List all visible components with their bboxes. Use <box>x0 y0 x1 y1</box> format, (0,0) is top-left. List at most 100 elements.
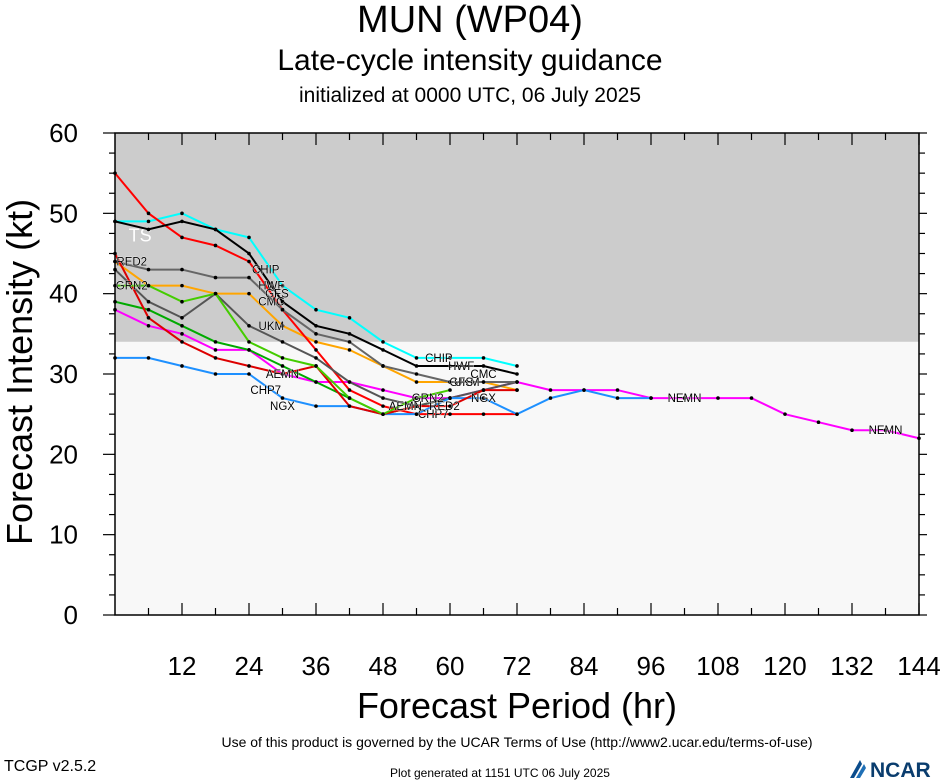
series-label-gfs: GFS <box>449 377 473 389</box>
series-label-aemn: AEMN <box>389 401 422 413</box>
data-point-ngx <box>515 412 519 416</box>
data-point-grn2 <box>180 299 184 304</box>
intensity-band-below-ts <box>115 341 919 615</box>
data-point-hwf <box>247 251 251 256</box>
data-point-chp7 <box>213 243 218 248</box>
data-point-chp7 <box>146 211 151 216</box>
data-point-ngx <box>280 396 285 400</box>
series-label-ukm: UKM <box>259 321 285 333</box>
y-tick-label: 0 <box>64 600 78 630</box>
y-tick-label: 30 <box>49 359 78 389</box>
data-point-ngx <box>548 396 553 400</box>
series-label-chp7: CHP7 <box>250 385 281 397</box>
data-point-chp7 <box>381 404 385 408</box>
data-point-nemn <box>850 428 854 433</box>
data-point-ngx <box>414 412 419 416</box>
data-point-ngx <box>180 364 184 368</box>
data-point-nemn <box>783 412 787 416</box>
data-point-chip <box>146 219 151 224</box>
series-label-hwf: HWF <box>448 361 474 373</box>
y-tick-label: 10 <box>49 520 78 550</box>
data-point-hwf <box>280 299 285 304</box>
data-point-aemn <box>314 380 318 384</box>
series-label-ngx: NGX <box>471 393 496 405</box>
data-point-aemn <box>247 348 251 352</box>
x-tick-label: 60 <box>436 651 465 681</box>
data-point-ngx <box>615 396 620 400</box>
series-label-nemn: NEMN <box>869 425 903 437</box>
series-label-grn2: GRN2 <box>412 393 444 405</box>
chart-title: MUN (WP04) <box>357 0 583 41</box>
series-label-red2: RED2 <box>429 401 460 413</box>
series-label-nemn: NEMN <box>668 393 702 405</box>
data-point-grn2 <box>414 396 419 400</box>
terms-of-use-note: Use of this product is governed by the U… <box>221 734 813 750</box>
data-point-nemn <box>180 332 184 336</box>
y-tick-label: 50 <box>49 198 78 228</box>
data-point-aemn <box>213 340 218 344</box>
data-point-nemn <box>716 396 720 400</box>
x-tick-label: 132 <box>830 651 873 681</box>
series-label-chip: CHIP <box>425 353 453 365</box>
data-point-hwf <box>515 372 519 376</box>
data-point-ngx <box>247 372 251 376</box>
data-point-chp7 <box>481 412 486 416</box>
series-label-cmc: CMC <box>470 369 496 381</box>
x-tick-label: 72 <box>503 651 532 681</box>
data-point-chp7 <box>347 388 352 392</box>
data-point-gfs <box>481 380 486 384</box>
band-label: TS <box>129 225 152 245</box>
data-point-gfs <box>515 380 519 384</box>
series-label-grn2: GRN2 <box>116 281 148 293</box>
data-point-red2 <box>414 404 419 408</box>
data-point-gfs <box>247 275 251 280</box>
data-point-red2 <box>213 356 218 360</box>
data-point-cmc <box>347 348 352 352</box>
data-point-aemn <box>180 324 184 328</box>
data-point-chip <box>515 364 519 368</box>
data-point-red2 <box>481 388 486 392</box>
data-point-hwf <box>146 227 151 232</box>
data-point-hwf <box>213 227 218 232</box>
data-point-nemn <box>615 388 620 392</box>
x-tick-label: 144 <box>897 651 940 681</box>
data-point-grn2 <box>347 396 352 400</box>
data-point-chip <box>314 307 318 312</box>
data-point-chp7 <box>314 348 318 352</box>
x-tick-label: 36 <box>302 651 331 681</box>
data-point-aemn <box>146 307 151 312</box>
data-point-chp7 <box>180 235 184 240</box>
data-point-grn2 <box>247 340 251 344</box>
data-point-grn2 <box>146 283 151 288</box>
data-point-ukm <box>347 380 352 384</box>
data-point-ngx <box>481 396 486 400</box>
data-point-ukm <box>381 396 385 400</box>
data-point-nemn <box>213 348 218 352</box>
data-point-nemn <box>548 388 553 392</box>
data-point-ukm <box>314 356 318 360</box>
data-point-cmc <box>414 380 419 384</box>
data-point-hwf <box>381 348 385 352</box>
x-tick-label: 84 <box>570 651 599 681</box>
x-tick-label: 24 <box>235 651 264 681</box>
y-tick-label: 40 <box>49 279 78 309</box>
data-point-gfs <box>213 275 218 280</box>
data-point-gfs <box>448 380 452 384</box>
data-point-ngx <box>213 372 218 376</box>
data-point-gfs <box>280 307 285 312</box>
data-point-gfs <box>146 267 151 272</box>
data-point-chip <box>414 356 419 360</box>
data-point-chip <box>381 340 385 344</box>
data-point-nemn <box>682 396 687 400</box>
data-point-chip <box>448 356 452 360</box>
data-point-ukm <box>280 340 285 344</box>
data-point-ngx <box>582 388 586 392</box>
logo-text: NCAR <box>870 759 931 780</box>
plot-frame <box>114 132 920 616</box>
data-point-nemn <box>816 420 821 425</box>
data-point-gfs <box>381 364 385 368</box>
data-point-red2 <box>347 404 352 408</box>
x-tick-label: 48 <box>369 651 398 681</box>
data-point-gfs <box>347 340 352 344</box>
